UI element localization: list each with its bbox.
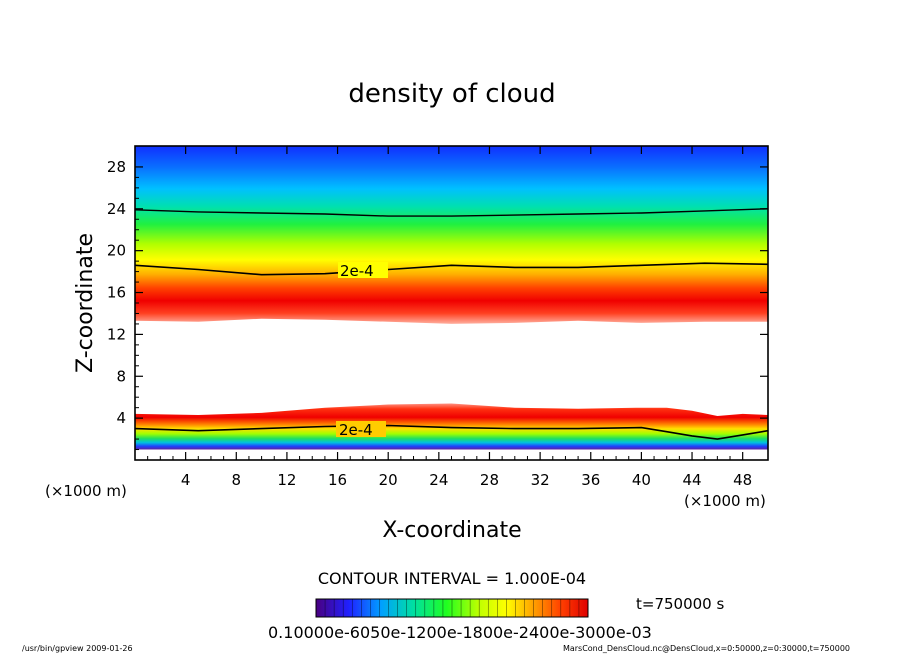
colorbar-labels: 0.10000e-6050e-1200e-1800e-2400e-3000e-0… xyxy=(268,623,652,642)
x-tick-label-32: 32 xyxy=(531,471,550,489)
contour-label-bg-lower xyxy=(336,421,386,437)
x-tick-label-8: 8 xyxy=(232,471,242,489)
x-tick-label-12: 12 xyxy=(277,471,296,489)
y-tick-label-24: 24 xyxy=(107,200,126,218)
y-axis-label: Z-coordinate xyxy=(73,233,98,373)
y-tick-label-4: 4 xyxy=(116,409,126,427)
x-unit-right: (×1000 m) xyxy=(684,492,766,510)
upper-cloud-layer xyxy=(135,146,768,324)
lower-cloud-layer xyxy=(135,403,768,450)
footer-right: MarsCond_DensCloud.nc@DensCloud,x=0:5000… xyxy=(563,644,850,653)
x-tick-label-36: 36 xyxy=(581,471,600,489)
y-tick-label-28: 28 xyxy=(107,158,126,176)
plot-area: 2e-4 2e-4 xyxy=(135,146,768,450)
x-tick-label-16: 16 xyxy=(328,471,347,489)
x-unit-left: (×1000 m) xyxy=(45,482,127,500)
x-tick-label-48: 48 xyxy=(733,471,752,489)
contour-label-upper: 2e-4 xyxy=(340,262,374,280)
y-tick-label-12: 12 xyxy=(107,325,126,343)
x-tick-label-20: 20 xyxy=(379,471,398,489)
y-tick-label-8: 8 xyxy=(116,367,126,385)
y-tick-label-20: 20 xyxy=(107,242,126,260)
chart-title: density of cloud xyxy=(348,79,555,109)
x-axis-label: X-coordinate xyxy=(382,518,521,543)
x-tick-label-4: 4 xyxy=(181,471,191,489)
y-axis: 4 8 12 16 20 24 28 xyxy=(107,158,768,451)
x-tick-label-28: 28 xyxy=(480,471,499,489)
x-tick-label-40: 40 xyxy=(632,471,651,489)
y-tick-label-16: 16 xyxy=(107,284,126,302)
time-label: t=750000 s xyxy=(636,595,724,613)
footer-left: /usr/bin/gpview 2009-01-26 xyxy=(22,644,133,653)
x-tick-label-24: 24 xyxy=(429,471,448,489)
contour-label-lower: 2e-4 xyxy=(339,421,373,439)
contour-line-2e-4-upper xyxy=(135,262,768,276)
contour-line-2e-4-lower xyxy=(135,424,768,440)
contour-line-upper xyxy=(135,208,768,217)
contour-label-bg-upper xyxy=(338,262,388,278)
colorbar-ticks xyxy=(324,599,580,617)
contour-interval-text: CONTOUR INTERVAL = 1.000E-04 xyxy=(318,569,586,588)
x-axis: 4 8 12 16 20 24 28 32 36 40 44 48 xyxy=(147,146,752,489)
x-tick-label-44: 44 xyxy=(682,471,701,489)
